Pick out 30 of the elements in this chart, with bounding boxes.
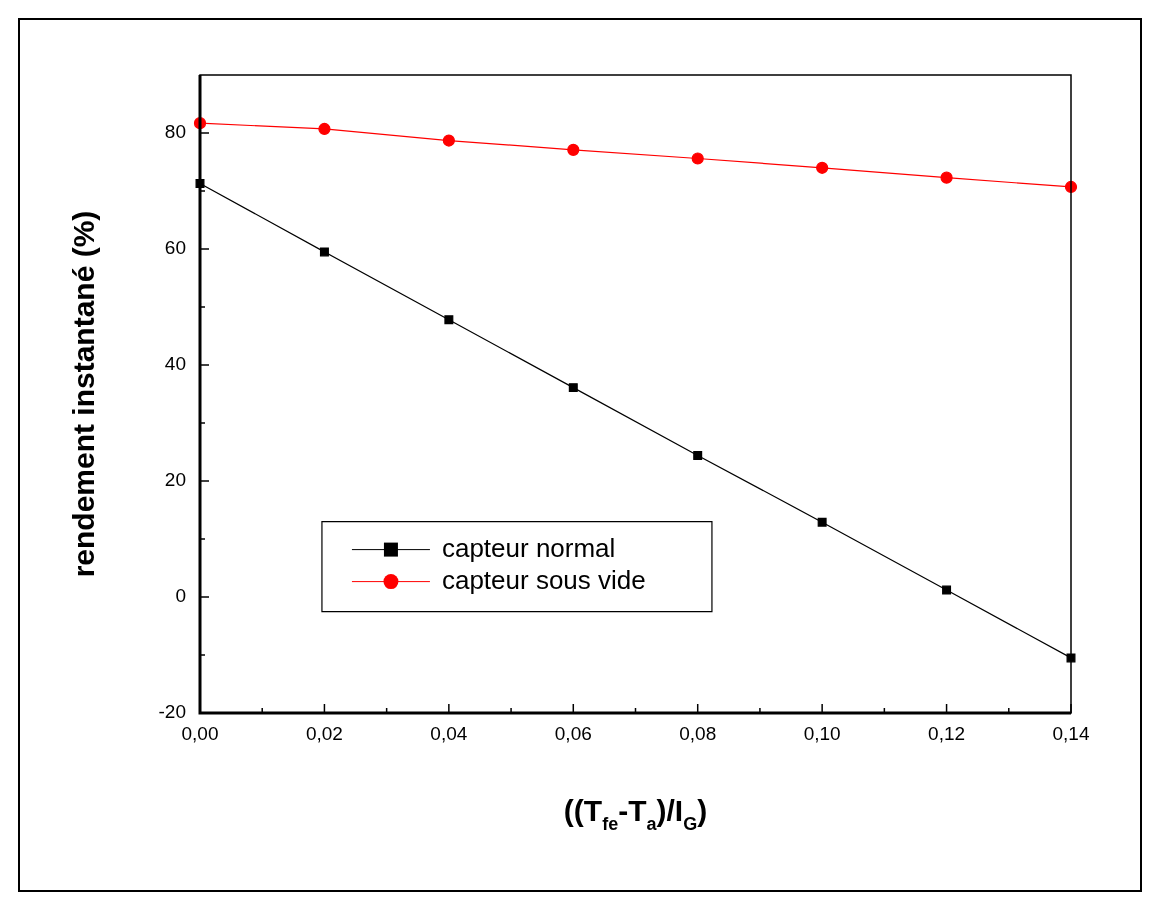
point bbox=[444, 315, 454, 325]
x-tick-label: 0,04 bbox=[430, 722, 468, 744]
legend-label: capteur sous vide bbox=[441, 564, 646, 595]
y-tick-label: -20 bbox=[158, 701, 186, 723]
point bbox=[691, 152, 704, 165]
point bbox=[693, 450, 703, 460]
x-tick-label: 0,14 bbox=[1052, 722, 1090, 744]
point bbox=[567, 143, 580, 156]
y-tick-label: 60 bbox=[164, 237, 186, 259]
y-axis-title: rendement instantané (%) bbox=[67, 210, 101, 578]
legend-label: capteur normal bbox=[441, 532, 616, 563]
point bbox=[1066, 653, 1076, 663]
point bbox=[816, 161, 829, 174]
x-tick-label: 0,08 bbox=[679, 722, 717, 744]
x-tick-label: 0,02 bbox=[305, 722, 343, 744]
x-tick-label: 0,06 bbox=[554, 722, 592, 744]
y-tick-label: 20 bbox=[164, 469, 186, 491]
point bbox=[318, 122, 331, 136]
x-tick-label: 0,00 bbox=[181, 722, 219, 744]
x-tick-label: 0,12 bbox=[928, 722, 966, 744]
point bbox=[940, 171, 953, 184]
y-tick-label: 80 bbox=[164, 121, 186, 143]
y-tick-label: 0 bbox=[175, 585, 186, 607]
y-tick-label: 40 bbox=[164, 353, 186, 375]
x-tick-label: 0,10 bbox=[803, 722, 841, 744]
point bbox=[817, 517, 827, 527]
point bbox=[442, 134, 455, 147]
point bbox=[568, 383, 578, 393]
point bbox=[942, 585, 952, 595]
point bbox=[319, 247, 329, 257]
